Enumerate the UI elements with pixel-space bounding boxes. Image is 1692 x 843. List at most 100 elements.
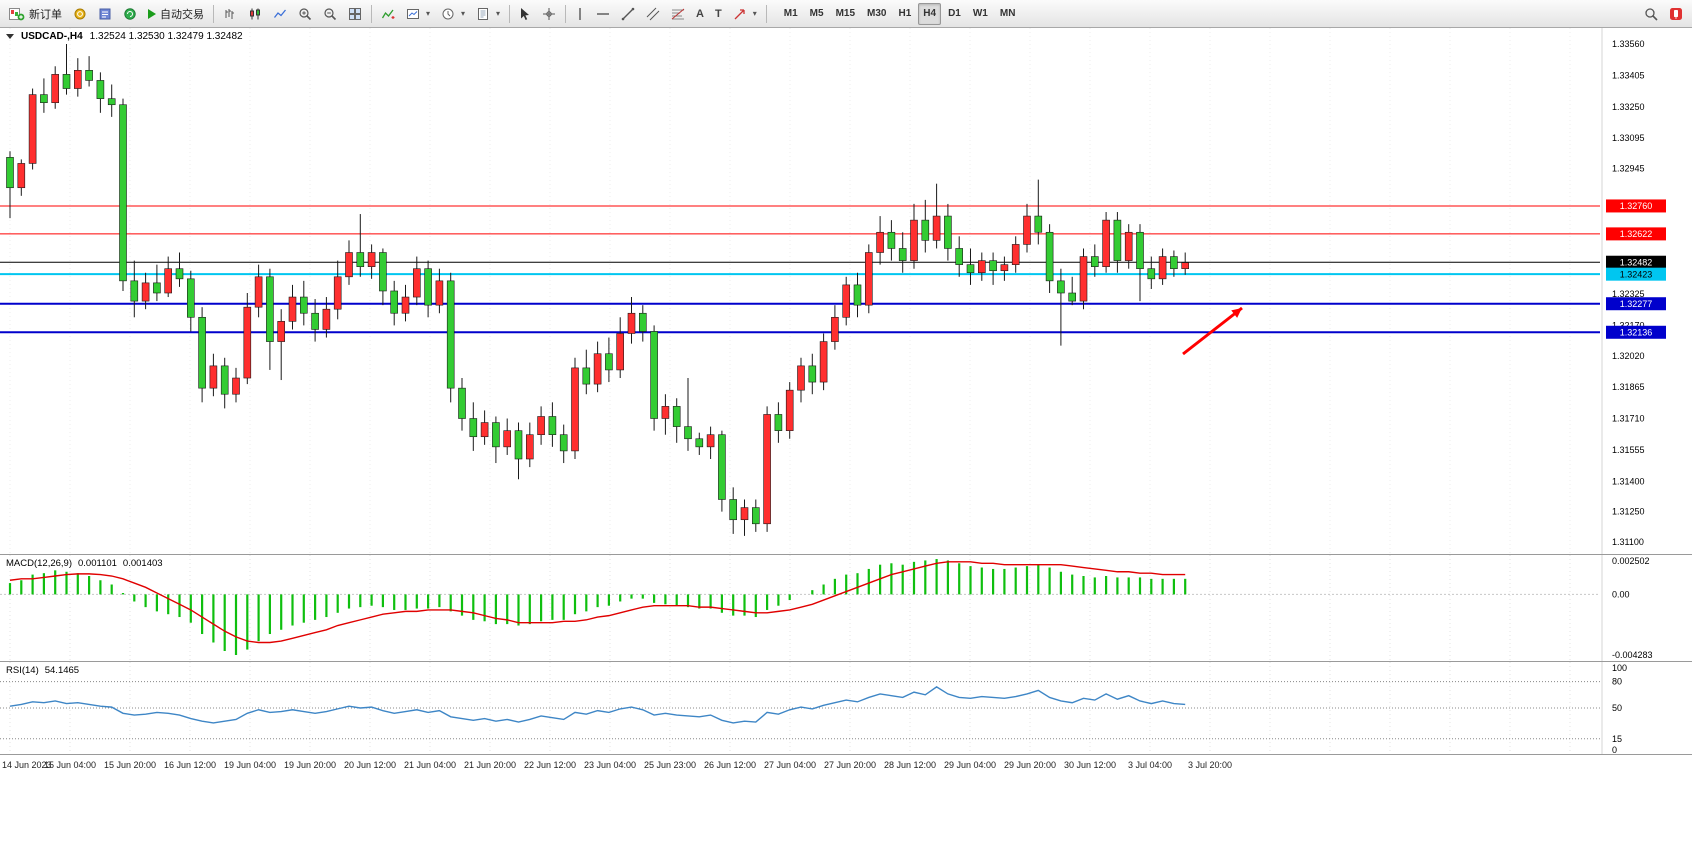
new-order-icon bbox=[9, 7, 25, 21]
toolbar-separator bbox=[371, 4, 372, 23]
horizontal-line-tool-button[interactable] bbox=[591, 3, 615, 25]
zoom-in-button[interactable] bbox=[293, 3, 317, 25]
indicators-icon bbox=[381, 7, 395, 21]
navigator-button[interactable] bbox=[93, 3, 117, 25]
market-watch-icon bbox=[73, 7, 87, 21]
search-button[interactable] bbox=[1639, 3, 1663, 25]
timeframe-h4-button[interactable]: H4 bbox=[918, 2, 942, 25]
timeframe-w1-button[interactable]: W1 bbox=[968, 3, 993, 25]
price-badge-label: 1.32277 bbox=[1620, 299, 1653, 309]
vertical-line-tool-button[interactable] bbox=[570, 3, 590, 25]
svg-text:1.32945: 1.32945 bbox=[1612, 164, 1645, 174]
chart-title: USDCAD-,H4 1.32524 1.32530 1.32479 1.324… bbox=[6, 31, 243, 42]
time-label: 21 Jun 04:00 bbox=[403, 760, 457, 770]
zoom-out-icon bbox=[323, 7, 337, 21]
market-watch-button[interactable] bbox=[68, 3, 92, 25]
indicators-button[interactable] bbox=[376, 3, 400, 25]
crosshair-icon bbox=[542, 7, 556, 21]
fibonacci-icon bbox=[671, 7, 685, 21]
time-label: 27 Jun 04:00 bbox=[763, 760, 817, 770]
mobile-app-button[interactable] bbox=[1664, 3, 1688, 25]
time-label: 26 Jun 12:00 bbox=[703, 760, 757, 770]
macd-scale-label: 0.00 bbox=[1612, 589, 1630, 599]
timeframe-m1-button[interactable]: M1 bbox=[779, 3, 803, 25]
zoom-in-icon bbox=[298, 7, 312, 21]
new-chart-button[interactable] bbox=[401, 3, 435, 25]
terminal-button[interactable] bbox=[118, 3, 142, 25]
timeframe-m30-button[interactable]: M30 bbox=[862, 3, 891, 25]
horizontal-line-icon bbox=[596, 9, 610, 19]
macd-signal-line bbox=[9, 561, 1186, 644]
crosshair-tool-button[interactable] bbox=[537, 3, 561, 25]
main-toolbar: 新订单 自动交易 bbox=[0, 0, 1692, 28]
candlestick-icon bbox=[248, 7, 262, 21]
time-label: 29 Jun 20:00 bbox=[1003, 760, 1057, 770]
time-label: 19 Jun 04:00 bbox=[223, 760, 277, 770]
timeframe-mn-button[interactable]: MN bbox=[995, 3, 1021, 25]
candlestick-mode-button[interactable] bbox=[243, 3, 267, 25]
macd-scale-label: -0.004283 bbox=[1612, 650, 1653, 660]
tile-windows-button[interactable] bbox=[343, 3, 367, 25]
tile-windows-icon bbox=[348, 7, 362, 21]
text-tool-button[interactable]: A bbox=[691, 3, 709, 25]
candles-group bbox=[6, 44, 1189, 536]
timeframe-d1-button[interactable]: D1 bbox=[943, 3, 966, 25]
text-tool-icon: A bbox=[696, 7, 704, 20]
new-order-label: 新订单 bbox=[29, 8, 62, 21]
time-label: 28 Jun 12:00 bbox=[883, 760, 937, 770]
timeframe-h1-button[interactable]: H1 bbox=[893, 3, 916, 25]
arrows-tool-button[interactable] bbox=[728, 3, 762, 25]
svg-text:1.31710: 1.31710 bbox=[1612, 414, 1645, 424]
svg-text:1.33095: 1.33095 bbox=[1612, 133, 1645, 143]
template-icon bbox=[476, 7, 490, 21]
trendline-tool-button[interactable] bbox=[616, 3, 640, 25]
terminal-icon bbox=[123, 7, 137, 21]
macd-canvas[interactable]: 0.002502 0.00 -0.004283 bbox=[0, 555, 1692, 661]
svg-text:1.32170: 1.32170 bbox=[1612, 320, 1645, 330]
time-label: 16 Jun 12:00 bbox=[163, 760, 217, 770]
price-badge bbox=[1606, 199, 1666, 213]
macd-label-row: MACD(12,26,9) 0.001101 0.001403 bbox=[6, 558, 163, 569]
price-chart-canvas[interactable]: 1.33560 1.33405 1.33250 1.33095 1.32945 1.323… bbox=[0, 28, 1692, 554]
zoom-out-button[interactable] bbox=[318, 3, 342, 25]
label-tool-button[interactable]: T bbox=[710, 3, 727, 25]
time-label: 3 Jul 04:00 bbox=[1127, 760, 1173, 770]
rsi-canvas[interactable]: 100 80 50 150 bbox=[0, 662, 1692, 754]
timeframe-group: M1 M5 M15 M30 H1 H4 D1 W1 MN bbox=[779, 2, 1021, 25]
price-badge-label: 1.32760 bbox=[1620, 201, 1653, 211]
time-axis[interactable]: 14 Jun 2023 15 Jun 04:00 15 Jun 20:00 16 Ju… bbox=[0, 754, 1692, 779]
auto-trading-icon bbox=[148, 8, 156, 19]
macd-label: MACD(12,26,9) bbox=[6, 558, 72, 569]
time-label: 19 Jun 20:00 bbox=[283, 760, 337, 770]
price-axis[interactable]: 1.33560 1.33405 1.33250 1.33095 1.32945 1.323… bbox=[1612, 39, 1645, 547]
quick-trade-toggle-icon[interactable] bbox=[6, 34, 14, 39]
time-label: 20 Jun 12:00 bbox=[343, 760, 397, 770]
cursor-tool-button[interactable] bbox=[514, 3, 536, 25]
macd-value-main: 0.001101 bbox=[78, 558, 117, 569]
bar-chart-mode-button[interactable] bbox=[218, 3, 242, 25]
time-label: 29 Jun 04:00 bbox=[943, 760, 997, 770]
new-order-button[interactable]: 新订单 bbox=[4, 3, 67, 25]
channel-tool-button[interactable] bbox=[641, 3, 665, 25]
toolbar-separator bbox=[213, 4, 214, 23]
timeframe-m15-button[interactable]: M15 bbox=[831, 3, 860, 25]
time-label: 22 Jun 12:00 bbox=[523, 760, 577, 770]
svg-text:1.32325: 1.32325 bbox=[1612, 289, 1645, 299]
svg-text:1.33405: 1.33405 bbox=[1612, 70, 1645, 80]
label-tool-icon: T bbox=[715, 7, 722, 20]
svg-text:1.33560: 1.33560 bbox=[1612, 39, 1645, 49]
auto-trading-button[interactable]: 自动交易 bbox=[143, 3, 209, 25]
timeframe-m5-button[interactable]: M5 bbox=[805, 3, 829, 25]
macd-panel: MACD(12,26,9) 0.001101 0.001403 0.002502… bbox=[0, 554, 1692, 661]
rsi-scale-label: 0 bbox=[1612, 745, 1617, 754]
rsi-scale-label: 100 bbox=[1612, 663, 1627, 673]
rsi-scale-label: 15 bbox=[1612, 734, 1622, 744]
toolbar-separator bbox=[565, 4, 567, 23]
periods-button[interactable] bbox=[436, 3, 470, 25]
line-chart-mode-button[interactable] bbox=[268, 3, 292, 25]
svg-text:1.31100: 1.31100 bbox=[1612, 537, 1644, 547]
trend-arrow[interactable] bbox=[1182, 306, 1243, 356]
price-badge-label: 1.32423 bbox=[1620, 269, 1653, 279]
fibonacci-tool-button[interactable] bbox=[666, 3, 690, 25]
templates-button[interactable] bbox=[471, 3, 505, 25]
